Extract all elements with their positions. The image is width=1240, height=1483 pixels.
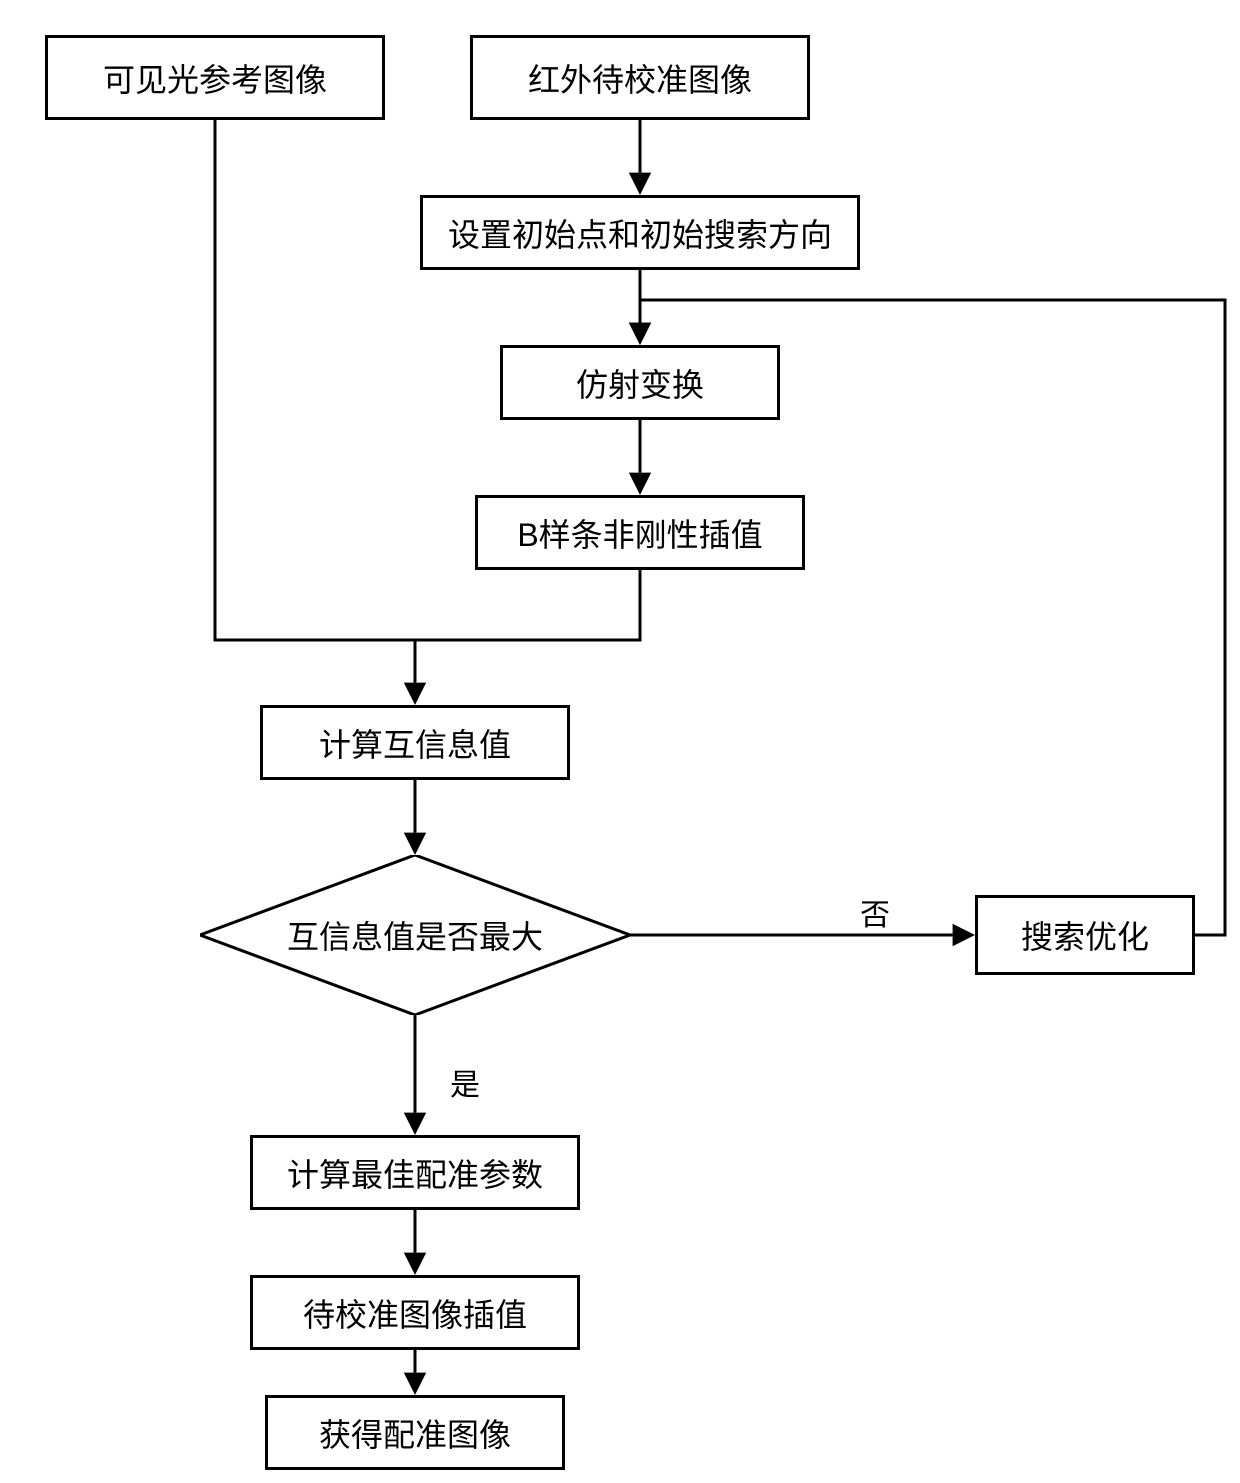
node-label: 搜索优化 [1021,912,1149,958]
label-text: 否 [860,899,890,932]
node-label: 设置初始点和初始搜索方向 [448,210,832,256]
node-init: 设置初始点和初始搜索方向 [420,195,860,270]
node-label: 仿射变换 [576,360,704,406]
node-label: 获得配准图像 [319,1410,511,1456]
node-label: 计算互信息值 [319,720,511,766]
node-label: 待校准图像插值 [303,1290,527,1336]
node-bspline: B样条非刚性插值 [475,495,805,570]
node-interp: 待校准图像插值 [250,1275,580,1350]
node-decision: 互信息值是否最大 [200,855,630,1015]
node-label: 可见光参考图像 [103,55,327,101]
node-ir-image: 红外待校准图像 [470,35,810,120]
edge-label-no: 否 [860,890,890,934]
node-affine: 仿射变换 [500,345,780,420]
node-best-params: 计算最佳配准参数 [250,1135,580,1210]
node-visible-ref: 可见光参考图像 [45,35,385,120]
node-search-opt: 搜索优化 [975,895,1195,975]
node-result: 获得配准图像 [265,1395,565,1470]
node-label: 计算最佳配准参数 [287,1150,543,1196]
node-label: 红外待校准图像 [528,55,752,101]
node-label: B样条非刚性插值 [517,510,762,556]
label-text: 是 [450,1069,480,1102]
node-label: 互信息值是否最大 [287,912,543,958]
edge-label-yes: 是 [450,1060,480,1104]
node-mutual-info: 计算互信息值 [260,705,570,780]
